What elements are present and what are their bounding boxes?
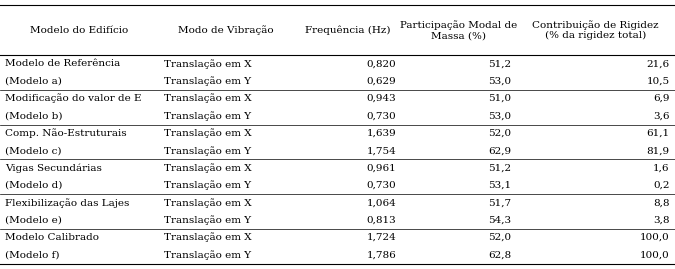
Text: 51,2: 51,2 [488, 59, 511, 68]
Text: Translação em Y: Translação em Y [164, 215, 251, 225]
Text: 0,730: 0,730 [367, 111, 396, 121]
Text: 54,3: 54,3 [488, 216, 511, 225]
Text: 0,820: 0,820 [367, 59, 396, 68]
Text: Translação em X: Translação em X [164, 233, 252, 242]
Text: 0,943: 0,943 [367, 94, 396, 103]
Text: 8,8: 8,8 [653, 198, 670, 207]
Text: 1,754: 1,754 [367, 146, 396, 155]
Text: Translação em X: Translação em X [164, 128, 252, 138]
Text: Modelo do Edifício: Modelo do Edifício [30, 26, 128, 35]
Text: 1,639: 1,639 [367, 129, 396, 138]
Text: Flexibilização das Lajes: Flexibilização das Lajes [5, 198, 130, 208]
Text: 53,0: 53,0 [488, 77, 511, 86]
Text: Translação em X: Translação em X [164, 198, 252, 208]
Text: (Modelo c): (Modelo c) [5, 146, 62, 155]
Text: 100,0: 100,0 [640, 233, 670, 242]
Text: 6,9: 6,9 [653, 94, 670, 103]
Text: 10,5: 10,5 [647, 77, 670, 86]
Text: Frequência (Hz): Frequência (Hz) [305, 26, 390, 35]
Text: (Modelo e): (Modelo e) [5, 216, 62, 225]
Text: 53,0: 53,0 [488, 111, 511, 121]
Text: Translação em Y: Translação em Y [164, 146, 251, 155]
Text: 1,724: 1,724 [367, 233, 396, 242]
Text: 51,7: 51,7 [488, 198, 511, 207]
Text: 81,9: 81,9 [647, 146, 670, 155]
Text: (Modelo d): (Modelo d) [5, 181, 63, 190]
Text: 0,629: 0,629 [367, 77, 396, 86]
Text: 1,6: 1,6 [653, 164, 670, 173]
Text: 62,9: 62,9 [488, 146, 511, 155]
Text: Translação em Y: Translação em Y [164, 76, 251, 86]
Text: Translação em X: Translação em X [164, 59, 252, 69]
Text: Translação em X: Translação em X [164, 163, 252, 173]
Text: 51,0: 51,0 [488, 94, 511, 103]
Text: Modelo Calibrado: Modelo Calibrado [5, 233, 99, 242]
Text: Translação em Y: Translação em Y [164, 111, 251, 121]
Text: 21,6: 21,6 [647, 59, 670, 68]
Text: 61,1: 61,1 [647, 129, 670, 138]
Text: 1,064: 1,064 [367, 198, 396, 207]
Text: Modificação do valor de E: Modificação do valor de E [5, 94, 142, 104]
Text: 0,813: 0,813 [367, 216, 396, 225]
Text: Vigas Secundárias: Vigas Secundárias [5, 163, 103, 173]
Text: Translação em Y: Translação em Y [164, 250, 251, 260]
Text: Translação em X: Translação em X [164, 94, 252, 104]
Text: 0,730: 0,730 [367, 181, 396, 190]
Text: 62,8: 62,8 [488, 250, 511, 259]
Text: 53,1: 53,1 [488, 181, 511, 190]
Text: 0,2: 0,2 [653, 181, 670, 190]
Text: Contribuição de Rigidez
(% da rigidez total): Contribuição de Rigidez (% da rigidez to… [533, 20, 659, 40]
Text: 3,6: 3,6 [653, 111, 670, 121]
Text: 1,786: 1,786 [367, 250, 396, 259]
Text: 100,0: 100,0 [640, 250, 670, 259]
Text: Comp. Não-Estruturais: Comp. Não-Estruturais [5, 128, 127, 138]
Text: 52,0: 52,0 [488, 233, 511, 242]
Text: Modo de Vibração: Modo de Vibração [178, 25, 274, 35]
Text: Translação em Y: Translação em Y [164, 180, 251, 190]
Text: 52,0: 52,0 [488, 129, 511, 138]
Text: (Modelo f): (Modelo f) [5, 250, 60, 259]
Text: (Modelo b): (Modelo b) [5, 111, 63, 121]
Text: Participação Modal de
Massa (%): Participação Modal de Massa (%) [400, 20, 518, 40]
Text: 51,2: 51,2 [488, 164, 511, 173]
Text: (Modelo a): (Modelo a) [5, 77, 62, 86]
Text: 3,8: 3,8 [653, 216, 670, 225]
Text: Modelo de Referência: Modelo de Referência [5, 59, 121, 68]
Text: 0,961: 0,961 [367, 164, 396, 173]
